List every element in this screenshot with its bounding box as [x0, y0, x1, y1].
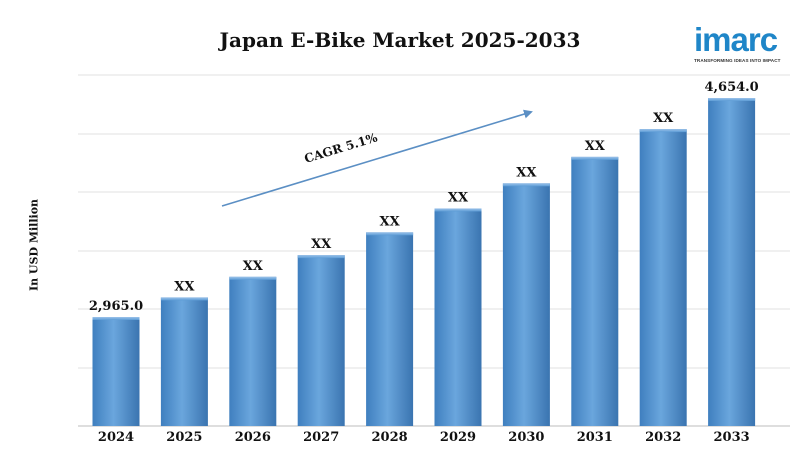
bar-top: [229, 276, 277, 280]
bars: [92, 98, 756, 426]
imarc-logo: imarc TRANSFORMING IDEAS INTO IMPACT: [694, 22, 794, 66]
logo-tagline: TRANSFORMING IDEAS INTO IMPACT: [694, 58, 781, 63]
x-tick-2027: 2027: [303, 430, 339, 445]
logo-wordmark: imarc: [694, 21, 778, 58]
bar-top: [639, 129, 687, 133]
bar-body: [708, 98, 756, 426]
bar-body: [229, 276, 277, 426]
bar-body: [571, 156, 619, 426]
bar-2025: [160, 297, 208, 426]
bar-body: [639, 129, 687, 426]
x-tick-2024: 2024: [98, 430, 134, 445]
data-label-2032: XX: [653, 111, 674, 126]
bar-top: [92, 317, 140, 320]
bar-top: [434, 208, 482, 212]
bar-top: [366, 232, 414, 236]
x-tick-2030: 2030: [508, 430, 544, 445]
x-tick-2032: 2032: [645, 430, 681, 445]
cagr-label: CAGR 5.1%: [303, 130, 380, 166]
bar-2031: [571, 156, 619, 426]
bar-2029: [434, 208, 482, 426]
bar-2033: [708, 98, 756, 426]
bar-top: [160, 297, 208, 301]
data-label-2024: 2,965.0: [89, 299, 143, 314]
bar-2026: [229, 276, 277, 426]
x-tick-2025: 2025: [166, 430, 202, 445]
bar-body: [297, 255, 345, 426]
data-label-2031: XX: [585, 139, 606, 154]
data-label-2026: XX: [243, 259, 264, 274]
data-labels: 2,965.0 XX XX XX XX XX XX XX XX 4,654.0: [89, 80, 759, 314]
bar-body: [502, 183, 550, 426]
data-label-2030: XX: [516, 165, 537, 180]
bar-2027: [297, 255, 345, 426]
bar-body: [434, 208, 482, 426]
bar-top: [708, 98, 756, 101]
data-label-2028: XX: [380, 214, 401, 229]
data-label-2027: XX: [311, 237, 332, 252]
bar-body: [366, 232, 414, 426]
data-label-2033: 4,654.0: [704, 80, 758, 95]
bar-top: [571, 156, 619, 160]
x-tick-2028: 2028: [372, 430, 408, 445]
chart-title: Japan E-Bike Market 2025-2033: [219, 28, 581, 52]
bar-2030: [502, 183, 550, 426]
bar-top: [502, 183, 550, 187]
bar-body: [92, 317, 140, 426]
cagr-arrow: [221, 109, 533, 207]
data-label-2025: XX: [174, 279, 195, 294]
x-tick-2026: 2026: [235, 430, 271, 445]
x-tick-labels: 2024 2025 2026 2027 2028 2029 2030 2031 2032 2033: [98, 430, 750, 445]
bar-2028: [366, 232, 414, 426]
data-label-2029: XX: [448, 190, 469, 205]
bar-2032: [639, 129, 687, 426]
bar-body: [160, 297, 208, 426]
bar-2024: [92, 317, 140, 426]
x-tick-2031: 2031: [577, 430, 613, 445]
x-tick-2033: 2033: [714, 430, 750, 445]
x-tick-2029: 2029: [440, 430, 476, 445]
bar-top: [297, 255, 345, 259]
